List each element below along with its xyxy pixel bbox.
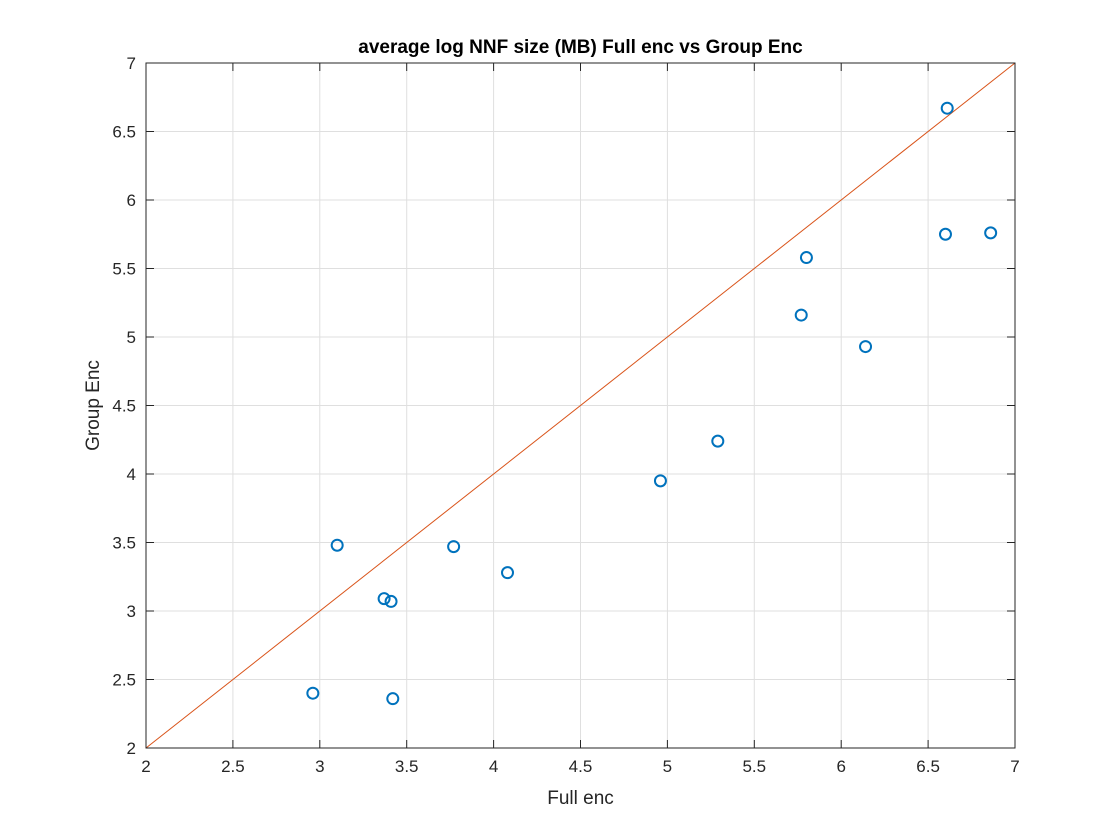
- data-point: [384, 594, 398, 608]
- axis-ticks: 2 2.5 3 3.5 4 4.5 5 5.5 6 6.5 7 2 2.5 3 3.5 4 4.5 5 5.5 6 6.…: [112, 54, 1019, 776]
- reference-line: [145, 62, 1016, 749]
- data-point: [501, 566, 515, 580]
- data-point: [794, 308, 808, 322]
- x-tick-label: 4.5: [569, 757, 593, 776]
- x-tick-label: 7: [1010, 757, 1019, 776]
- x-tick-label: 5: [663, 757, 672, 776]
- x-axis-label: Full enc: [547, 788, 614, 809]
- y-tick-label: 3: [127, 602, 136, 621]
- data-point: [940, 101, 954, 115]
- data-point: [386, 692, 400, 706]
- reference-line-layer: [145, 62, 1016, 749]
- x-tick-label: 5.5: [742, 757, 766, 776]
- data-point: [377, 592, 391, 606]
- chart-title: average log NNF size (MB) Full enc vs Gr…: [358, 37, 803, 58]
- y-tick-label: 2: [127, 739, 136, 758]
- x-tick-label: 4: [489, 757, 498, 776]
- y-tick-label: 3.5: [112, 534, 136, 553]
- data-point: [984, 226, 998, 240]
- data-point: [330, 538, 344, 552]
- y-tick-label: 7: [127, 54, 136, 73]
- x-tick-label: 6: [836, 757, 845, 776]
- data-point: [938, 227, 952, 241]
- data-points: [306, 101, 998, 706]
- y-tick-label: 4: [127, 465, 136, 484]
- x-tick-label: 2.5: [221, 757, 245, 776]
- y-tick-label: 5: [127, 328, 136, 347]
- x-tick-label: 3.5: [395, 757, 419, 776]
- data-point: [306, 686, 320, 700]
- x-tick-label: 2: [141, 757, 150, 776]
- y-axis-label: Group Enc: [83, 360, 104, 451]
- data-point: [859, 340, 873, 354]
- data-point: [653, 474, 667, 488]
- y-tick-label: 4.5: [112, 397, 136, 416]
- data-point: [799, 251, 813, 265]
- x-tick-label: 3: [315, 757, 324, 776]
- y-tick-label: 2.5: [112, 671, 136, 690]
- data-point: [711, 434, 725, 448]
- data-point: [447, 540, 461, 554]
- y-tick-label: 6: [127, 191, 136, 210]
- y-tick-label: 5.5: [112, 260, 136, 279]
- x-tick-label: 6.5: [916, 757, 940, 776]
- y-tick-label: 6.5: [112, 123, 136, 142]
